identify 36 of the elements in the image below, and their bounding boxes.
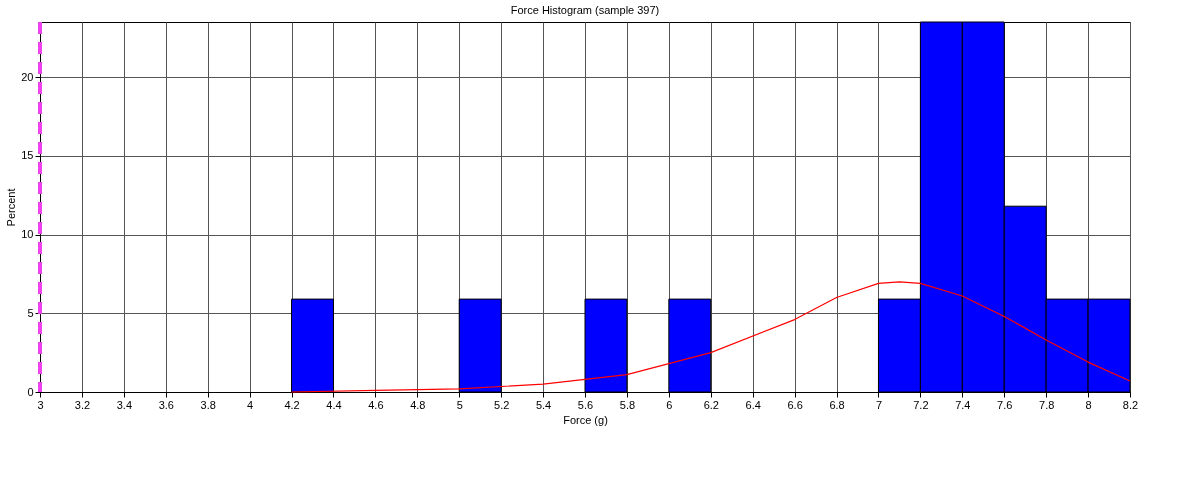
x-tick-label: 6.6 <box>787 398 803 411</box>
x-tick-label: 4 <box>247 398 254 411</box>
x-tick-label: 4.8 <box>410 398 426 411</box>
x-tick-label: 6.4 <box>745 398 761 411</box>
x-tick-label: 3.2 <box>74 398 91 411</box>
y-axis-title: Percent <box>5 188 18 227</box>
y-tick-label: 0 <box>27 385 34 398</box>
x-tick-label: 6 <box>666 398 673 411</box>
x-tick-label: 5.6 <box>577 398 594 411</box>
x-tick-label: 4.2 <box>284 398 300 411</box>
x-tick-label: 7 <box>875 398 883 411</box>
x-tick-label: 6.8 <box>829 398 845 411</box>
x-tick-label: 5.8 <box>619 398 636 411</box>
x-tick-label: 3 <box>37 398 44 411</box>
x-tick-label: 8 <box>1085 398 1092 411</box>
y-tick-label: 10 <box>21 228 34 241</box>
x-tick-label: 7.2 <box>913 398 929 411</box>
x-tick-label: 7.6 <box>997 398 1013 411</box>
y-tick-label: 20 <box>21 70 34 83</box>
x-tick-label: 6.2 <box>703 398 719 411</box>
x-tick-label: 4.4 <box>326 398 342 411</box>
x-tick-label: 5 <box>456 398 463 411</box>
x-tick-label: 3.6 <box>158 398 174 411</box>
line-series <box>290 281 1131 393</box>
x-tick-label: 5.4 <box>535 398 552 411</box>
y-tick-label: 15 <box>21 149 34 162</box>
x-tick-label: 5.2 <box>494 398 510 411</box>
x-tick-label: 3.4 <box>116 398 132 411</box>
x-tick-label: 8.2 <box>1122 398 1139 411</box>
x-tick-label: 7.4 <box>955 398 971 411</box>
x-axis-title: Force (g) <box>563 413 608 426</box>
x-tick-label: 7.8 <box>1039 398 1055 411</box>
x-tick-label: 3.8 <box>200 398 216 411</box>
x-tick-label: 4.6 <box>368 398 384 411</box>
chart-title: Force Histogram (sample 397) <box>510 4 660 16</box>
y-tick-label: 5 <box>27 306 34 319</box>
